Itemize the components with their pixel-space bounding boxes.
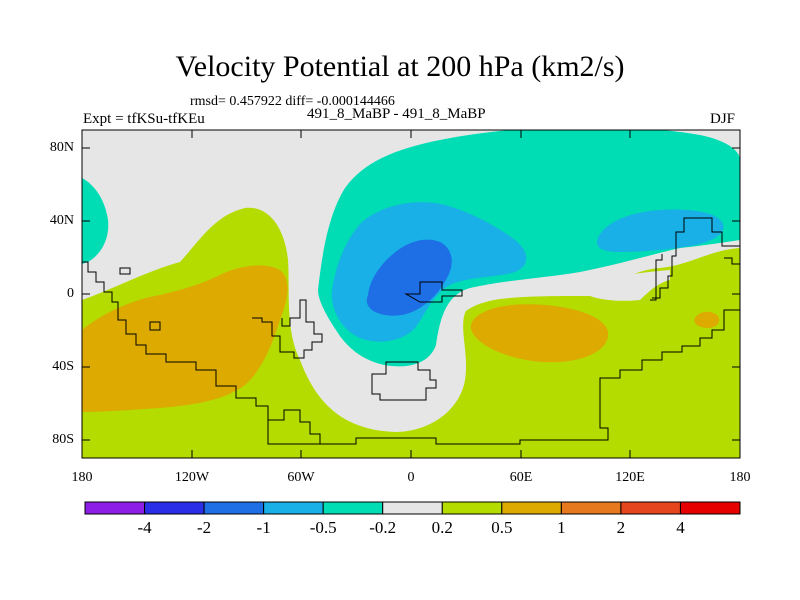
- colorbar-swatch: [501, 501, 562, 515]
- coastline-antarctica-peninsula: [268, 409, 321, 444]
- x-tick-label: 180: [71, 470, 93, 485]
- x-tick-label: 60W: [287, 470, 315, 485]
- colorbar-label: -0.2: [369, 518, 397, 537]
- colorbar-swatch: [144, 501, 205, 515]
- colorbar-label: 2: [616, 518, 626, 537]
- y-tick-label: 40S: [52, 359, 74, 374]
- coastline-eastern-lower: [650, 254, 663, 301]
- x-tick-label: 120W: [174, 470, 210, 485]
- colorbar-swatch: [620, 501, 681, 515]
- colorbar-label: 1: [557, 518, 566, 537]
- contour-weak-negative-west: [82, 178, 109, 264]
- colorbar-swatch: [382, 501, 443, 515]
- y-tick-label: 40N: [49, 213, 74, 228]
- colorbar-swatch: [263, 501, 324, 515]
- contour-positive-east-small: [694, 311, 720, 328]
- coastline-eastern-continent: [652, 217, 740, 299]
- coastline-south-america-africa: [82, 261, 740, 445]
- y-tick-label: 80N: [49, 140, 74, 155]
- coastline-small-island-west: [119, 267, 131, 275]
- coastline-east-edge: [724, 257, 740, 265]
- colorbar-swatch: [322, 501, 384, 515]
- stats-line: rmsd= 0.457922 diff= -0.000144466: [190, 94, 395, 109]
- y-tick-label: 0: [67, 286, 74, 301]
- axis-ticks: [82, 130, 740, 458]
- colorbar-swatch: [203, 501, 265, 515]
- colorbar-swatch: [560, 501, 622, 515]
- colorbar-label: 0.2: [431, 518, 453, 537]
- coastline-equatorial-island: [404, 281, 463, 303]
- x-tick-label: 60E: [509, 470, 533, 485]
- y-tick-label: 80S: [52, 432, 74, 447]
- colorbar: [84, 501, 741, 515]
- contour-positive-east: [470, 304, 609, 363]
- colorbar-label: 0.5: [491, 518, 513, 537]
- comparison-subtitle: 491_8_MaBP - 491_8_MaBP: [307, 106, 486, 122]
- coastline-small-island-mid: [149, 321, 161, 331]
- colorbar-swatch: [679, 501, 741, 515]
- x-tick-label: 0: [407, 470, 415, 485]
- season-label: DJF: [710, 111, 736, 127]
- plot-title: Velocity Potential at 200 hPa (km2/s): [175, 50, 625, 83]
- contour-positive-west: [82, 265, 288, 412]
- colorbar-label: -0.5: [309, 518, 337, 537]
- colorbar-label: 4: [676, 518, 685, 537]
- colorbar-label: -1: [256, 518, 271, 537]
- contour-negative-east: [597, 209, 724, 252]
- contour-strong-negative: [366, 239, 452, 316]
- coastline-isthmus: [252, 299, 323, 359]
- x-tick-label: 120E: [615, 470, 645, 485]
- contour-neutral-tongue: [310, 270, 670, 401]
- x-tick-label: 180: [729, 470, 751, 485]
- colorbar-label: -4: [137, 518, 152, 537]
- colorbar-label: -2: [196, 518, 212, 537]
- experiment-label: Expt = tfKSu-tfKEu: [83, 111, 205, 127]
- colorbar-swatch: [84, 501, 146, 515]
- colorbar-swatch: [441, 501, 503, 515]
- coastline-island-southern: [371, 361, 437, 401]
